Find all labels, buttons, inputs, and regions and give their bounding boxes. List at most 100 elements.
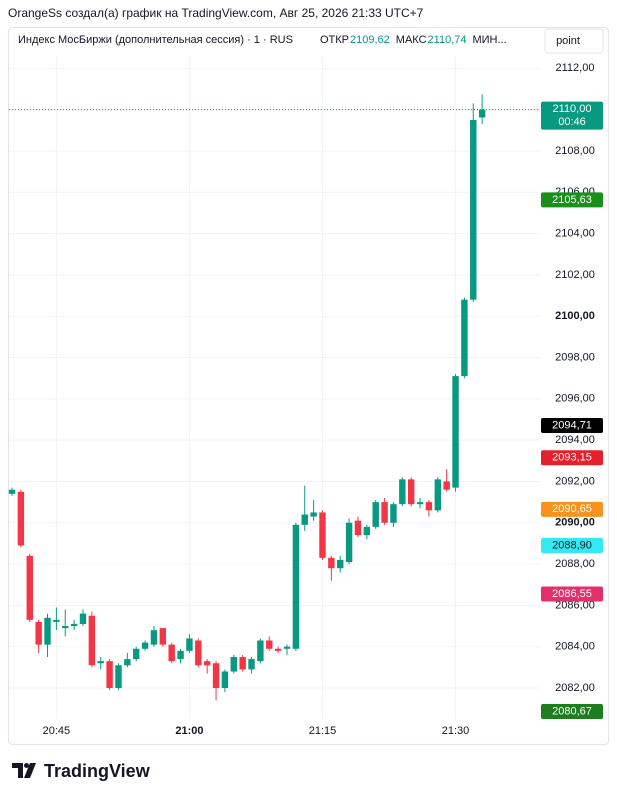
price-tag-label: 2105,63 — [552, 194, 592, 206]
price-tag — [541, 450, 603, 466]
candle-body — [390, 504, 397, 523]
y-tick-label: 2108,00 — [555, 145, 595, 157]
y-tick-label: 2098,00 — [555, 351, 595, 363]
candle-body — [230, 657, 237, 672]
candle-body — [407, 479, 415, 505]
candle-body — [337, 559, 344, 569]
candle-body — [461, 299, 468, 377]
candle-body — [399, 479, 406, 505]
candle-body — [310, 512, 317, 517]
candle-body — [44, 617, 51, 645]
y-tick-label: 2084,00 — [555, 641, 595, 653]
legend-label: ОТКР — [320, 34, 349, 46]
y-tick-label: 2092,00 — [555, 475, 595, 487]
x-tick-label: 21:15 — [309, 725, 337, 737]
candle-body — [372, 502, 379, 527]
price-tag — [541, 704, 603, 719]
price-tag — [541, 586, 603, 602]
price-countdown: 00:46 — [558, 116, 586, 128]
price-tag-label: 2110,00 — [553, 103, 592, 115]
candle-body — [248, 659, 255, 670]
price-tag-label: 2088,90 — [552, 539, 592, 551]
candle-body — [257, 640, 264, 662]
candle-body — [62, 626, 69, 629]
candle-body — [17, 491, 25, 546]
candle-body — [97, 661, 104, 664]
y-tick-label: 2112,00 — [556, 62, 595, 74]
price-tag — [541, 192, 603, 208]
scale-button-label[interactable]: point — [556, 35, 580, 47]
candle-body — [443, 481, 450, 490]
candle-body — [26, 555, 33, 620]
candle-body — [186, 638, 193, 651]
candle-body — [354, 520, 362, 536]
y-tick-label: 2088,00 — [555, 558, 595, 570]
x-tick-label: 21:00 — [175, 725, 203, 737]
candle-body — [8, 489, 16, 494]
candle-body — [212, 663, 220, 689]
candle-body — [159, 628, 167, 645]
candle-body — [203, 661, 211, 666]
candle-body — [301, 514, 308, 525]
symbol: Индекс МосБиржи (дополнительная сессия) … — [18, 34, 293, 46]
y-tick-label: 2104,00 — [555, 227, 595, 239]
y-tick-label: 2082,00 — [555, 682, 595, 694]
candle-body — [345, 522, 353, 563]
logo — [12, 763, 36, 778]
price-tag — [541, 101, 603, 130]
price-tag-label: 2086,55 — [552, 588, 592, 600]
brand: TradingView — [44, 761, 151, 781]
candle-body — [319, 512, 326, 558]
candle-body — [70, 623, 78, 627]
legend-value: 2110,74 — [428, 34, 467, 46]
x-tick-label: 20:45 — [43, 725, 71, 737]
price-tag — [541, 417, 603, 433]
legend-label: МАКС — [396, 34, 427, 46]
candle-body — [141, 642, 149, 649]
candle-body — [124, 659, 131, 666]
caption: OrangeSs создал(а) график на TradingView… — [8, 6, 424, 20]
candle-body — [328, 557, 335, 569]
price-tag-label: 2094,71 — [552, 419, 592, 431]
price-tag — [541, 537, 603, 553]
candle-body — [452, 376, 459, 488]
price-tag — [541, 501, 603, 517]
candle-body — [266, 640, 273, 649]
candle-body — [88, 615, 96, 666]
y-tick-label: 2096,00 — [555, 393, 595, 405]
candle-body — [274, 648, 282, 651]
candle-body — [381, 502, 388, 523]
legend-value: 2109,62 — [350, 34, 390, 46]
candle-body — [425, 502, 433, 511]
x-tick-label: 21:30 — [442, 725, 470, 737]
y-tick-label: 2094,00 — [555, 434, 595, 446]
candle-body — [35, 621, 42, 645]
candle-body — [470, 119, 477, 300]
candle-body — [168, 644, 175, 662]
candle-body — [363, 526, 371, 536]
candle-body — [416, 502, 424, 505]
candle-body — [283, 646, 291, 649]
candle-body — [195, 640, 202, 666]
candle-body — [53, 619, 60, 622]
chart-frame — [8, 27, 609, 745]
y-tick-label: 2090,00 — [555, 517, 595, 529]
candle-body — [221, 671, 229, 689]
candle-body — [133, 648, 140, 660]
candle-body — [478, 109, 486, 118]
candle-body — [150, 630, 158, 645]
legend-label: МИН... — [472, 34, 506, 46]
candle-body — [115, 665, 122, 689]
price-tag-label: 2090,65 — [552, 503, 592, 515]
price-tag-label: 2080,67 — [552, 705, 592, 717]
price-tag-label: 2093,15 — [552, 452, 592, 464]
candle-body — [177, 650, 184, 660]
y-tick-label: 2086,00 — [555, 599, 595, 611]
y-tick-label: 2102,00 — [555, 269, 595, 281]
y-tick-label: 2100,00 — [555, 310, 595, 322]
candle-body — [239, 657, 246, 670]
candle-body — [106, 661, 113, 689]
candle-body — [434, 479, 441, 511]
candle-body — [292, 524, 300, 649]
scale-button[interactable] — [544, 28, 604, 54]
